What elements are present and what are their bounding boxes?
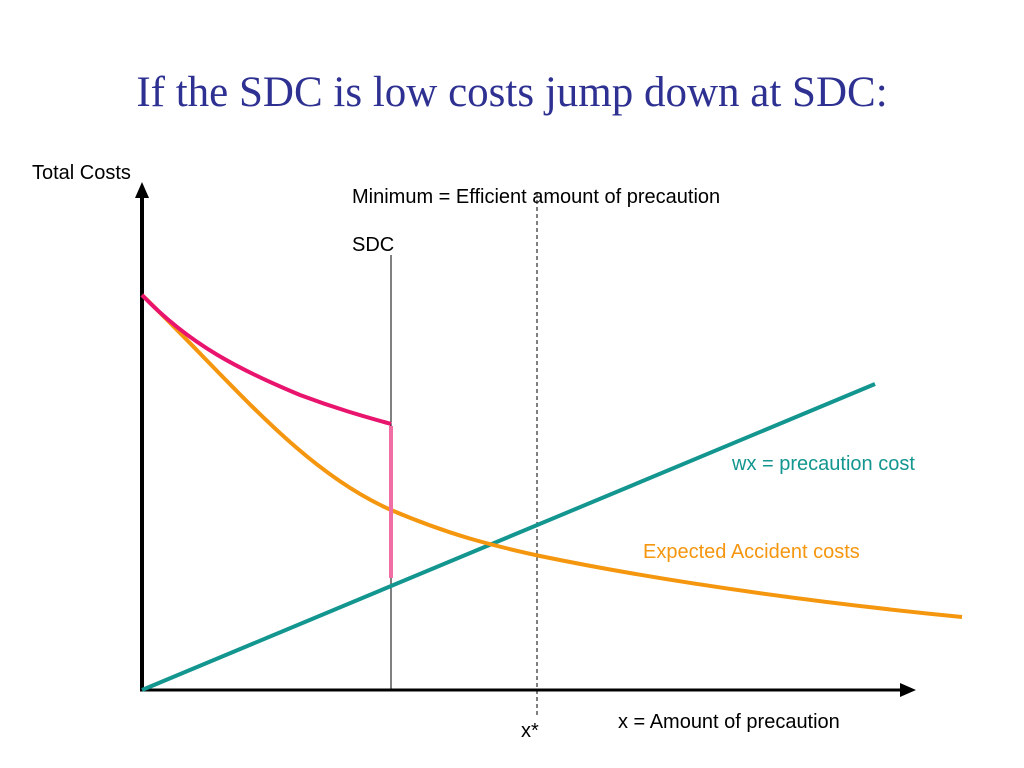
precaution-cost-label: wx = precaution cost: [731, 453, 915, 475]
minimum-note: Minimum = Efficient amount of precaution: [352, 186, 720, 208]
expected-accident-curve: [140, 293, 963, 619]
total-cost-curve: [140, 293, 392, 426]
y-axis-arrowhead: [135, 182, 149, 198]
sdc-label: SDC: [352, 234, 394, 256]
x-axis-arrowhead: [900, 683, 916, 697]
expected-accident-label: Expected Accident costs: [643, 541, 860, 563]
slide-title: If the SDC is low costs jump down at SDC…: [136, 69, 888, 116]
x-axis-label: x = Amount of precaution: [618, 711, 840, 733]
precaution-cost-line: [141, 382, 876, 692]
x-star-label: x*: [521, 720, 539, 742]
y-axis-label: Total Costs: [32, 162, 131, 184]
